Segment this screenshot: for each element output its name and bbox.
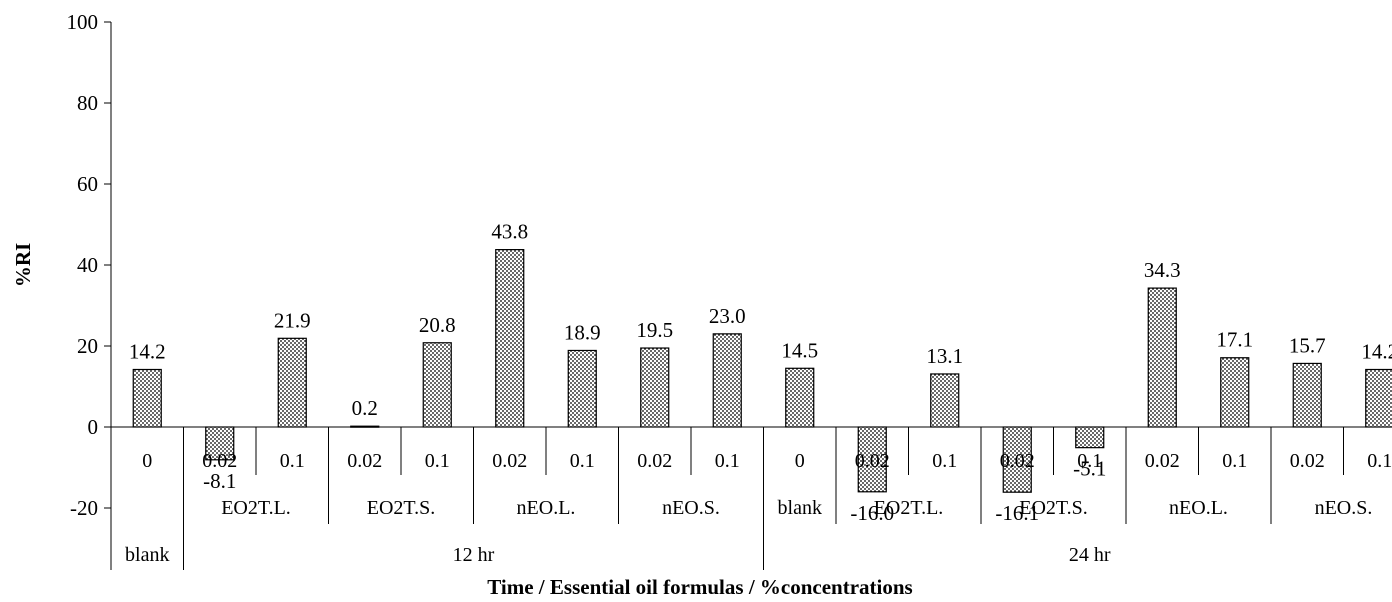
- category-label: 0: [142, 450, 152, 472]
- formula-group-label: blank: [778, 497, 822, 519]
- bar: [1147, 287, 1177, 428]
- x-axis-title: Time / Essential oil formulas / %concent…: [487, 575, 912, 599]
- time-group-label: 12 hr: [453, 544, 495, 566]
- y-tick-label: 80: [77, 91, 98, 115]
- formula-group-label: EO2T.S.: [367, 497, 436, 519]
- data-label: 13.1: [926, 344, 963, 368]
- formula-group-label: EO2T.L.: [221, 497, 291, 519]
- y-tick-label: 100: [67, 10, 99, 34]
- formula-group-label: EO2T.L.: [874, 497, 944, 519]
- time-group-label: 24 hr: [1069, 544, 1111, 566]
- category-label: 0.1: [932, 450, 957, 472]
- bar: [205, 426, 235, 461]
- y-tick-label: 20: [77, 334, 98, 358]
- data-label: 34.3: [1144, 258, 1181, 282]
- data-label: -16.1: [995, 501, 1039, 525]
- data-label: 18.9: [564, 320, 601, 344]
- data-label: 23.0: [709, 304, 746, 328]
- category-axis: 0 0.02 0.1 0.02 0.1 0.02 0.1 0.02 0.1 0 0.02 0.1 0.0…: [110, 426, 1392, 570]
- bar: [857, 426, 887, 493]
- category-label: 0.02: [855, 450, 890, 472]
- data-label: 21.9: [274, 308, 311, 332]
- category-label: 0.02: [492, 450, 527, 472]
- bar: [132, 368, 162, 428]
- data-label: 14.2: [129, 339, 166, 363]
- bar: [640, 347, 670, 428]
- data-label: -16.0: [850, 501, 894, 525]
- category-label: 0.02: [202, 450, 237, 472]
- category-label: 0.02: [637, 450, 672, 472]
- category-label: 0.1: [280, 450, 305, 472]
- data-label: 0.2: [352, 396, 378, 420]
- bar: [422, 342, 452, 428]
- data-label: -5.1: [1073, 457, 1106, 481]
- data-label: 19.5: [636, 318, 673, 342]
- y-axis: -20 0 20 40 60 80 100: [67, 10, 112, 520]
- data-label: 20.8: [419, 313, 456, 337]
- y-tick-label: 40: [77, 253, 98, 277]
- formula-group-label: nEO.L.: [517, 497, 576, 519]
- category-label: 0.1: [425, 450, 450, 472]
- bar: [930, 373, 960, 428]
- y-tick-label: 60: [77, 172, 98, 196]
- bar: [1220, 357, 1250, 428]
- data-label: 43.8: [491, 220, 528, 244]
- bar: [277, 337, 307, 428]
- category-label: 0.02: [1290, 450, 1325, 472]
- bars: 14.2 -8.1 21.9 0.2 20.8 43.8 18.9 19.5 23.0 14.5 -…: [129, 220, 1392, 525]
- category-label: 0.02: [1145, 450, 1180, 472]
- data-label: 14.2: [1361, 339, 1392, 363]
- data-label: 15.7: [1289, 333, 1326, 357]
- formula-group-label: nEO.S.: [1315, 497, 1373, 519]
- category-label: 0: [795, 450, 805, 472]
- category-label: 0.1: [1222, 450, 1247, 472]
- formula-group-label: EO2T.S.: [1019, 497, 1088, 519]
- formula-group-label: nEO.S.: [662, 497, 720, 519]
- y-tick-label: -20: [70, 496, 98, 520]
- bar: [1002, 426, 1032, 493]
- data-label: -8.1: [203, 469, 236, 493]
- y-axis-title: %RI: [11, 243, 35, 287]
- bar: [712, 333, 742, 428]
- bar: [785, 367, 815, 428]
- category-label: 0.1: [1077, 450, 1102, 472]
- data-label: 14.5: [781, 338, 818, 362]
- bar: [1075, 426, 1105, 449]
- data-label: 17.1: [1216, 328, 1253, 352]
- category-label: 0.02: [347, 450, 382, 472]
- y-tick-label: 0: [88, 415, 99, 439]
- category-label: 0.1: [570, 450, 595, 472]
- category-label: 0.1: [1367, 450, 1392, 472]
- bar: [495, 249, 525, 428]
- bar: [1365, 368, 1392, 428]
- formula-group-label: nEO.L.: [1169, 497, 1228, 519]
- category-label: 0.1: [715, 450, 740, 472]
- time-group-label: blank: [125, 544, 169, 566]
- bar: [1292, 362, 1322, 428]
- category-label: 0.02: [1000, 450, 1035, 472]
- bar: [567, 349, 597, 428]
